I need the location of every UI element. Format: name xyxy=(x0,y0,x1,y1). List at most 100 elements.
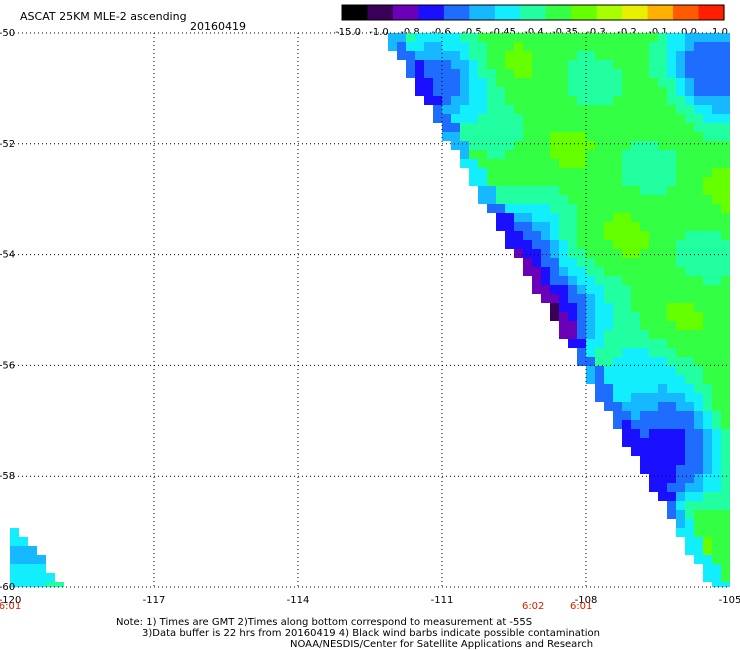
heatmap-cell xyxy=(640,51,649,60)
heatmap-cell xyxy=(478,96,487,105)
heatmap-cell xyxy=(658,168,667,177)
heatmap-cell xyxy=(721,303,730,312)
heatmap-cell xyxy=(514,222,523,231)
heatmap-cell xyxy=(460,132,469,141)
heatmap-cell xyxy=(532,159,541,168)
heatmap-cell xyxy=(640,438,649,447)
heatmap-cell xyxy=(658,195,667,204)
heatmap-cell xyxy=(631,447,640,456)
heatmap-cell xyxy=(676,519,685,528)
heatmap-cell xyxy=(694,348,703,357)
heatmap-cell xyxy=(649,213,658,222)
heatmap-cell xyxy=(622,186,631,195)
heatmap-cell xyxy=(496,168,505,177)
colorbar-tick-label: -0.5 xyxy=(462,27,482,38)
heatmap-cell xyxy=(694,312,703,321)
heatmap-cell xyxy=(649,78,658,87)
heatmap-cell xyxy=(478,159,487,168)
heatmap-cell xyxy=(559,42,568,51)
heatmap-cell xyxy=(532,258,541,267)
heatmap-cell xyxy=(451,51,460,60)
heatmap-cell xyxy=(622,141,631,150)
heatmap-cell xyxy=(604,60,613,69)
heatmap-cell xyxy=(721,258,730,267)
heatmap-cell xyxy=(676,285,685,294)
heatmap-cell xyxy=(460,105,469,114)
heatmap-cell xyxy=(703,348,712,357)
heatmap-cell xyxy=(496,87,505,96)
heatmap-cell xyxy=(712,456,721,465)
heatmap-cell xyxy=(604,267,613,276)
heatmap-cell xyxy=(514,42,523,51)
heatmap-cell xyxy=(523,33,532,42)
heatmap-cell xyxy=(10,546,19,555)
heatmap-cell xyxy=(577,195,586,204)
heatmap-cell xyxy=(667,177,676,186)
heatmap-cell xyxy=(406,33,415,42)
heatmap-cell xyxy=(613,87,622,96)
heatmap-cell xyxy=(613,150,622,159)
heatmap-cell xyxy=(568,105,577,114)
heatmap-cell xyxy=(586,33,595,42)
heatmap-cell xyxy=(496,51,505,60)
heatmap-cell xyxy=(568,339,577,348)
heatmap-cell xyxy=(667,159,676,168)
heatmap-cell xyxy=(550,240,559,249)
heatmap-cell xyxy=(721,186,730,195)
heatmap-cell xyxy=(433,60,442,69)
heatmap-cell xyxy=(622,60,631,69)
heatmap-cell xyxy=(559,249,568,258)
heatmap-cell xyxy=(577,204,586,213)
heatmap-cell xyxy=(649,375,658,384)
colorbar-tick-label: 1.0 xyxy=(712,27,728,38)
heatmap-cell xyxy=(658,483,667,492)
heatmap-cell xyxy=(667,42,676,51)
heatmap-cell xyxy=(676,465,685,474)
heatmap-cell xyxy=(658,303,667,312)
heatmap-cell xyxy=(613,249,622,258)
heatmap-cell xyxy=(586,375,595,384)
heatmap-cell xyxy=(586,258,595,267)
heatmap-cell xyxy=(640,411,649,420)
heatmap-cell xyxy=(703,96,712,105)
heatmap-cell xyxy=(505,195,514,204)
x-tick-label: -111 xyxy=(431,595,454,606)
heatmap-cell xyxy=(694,285,703,294)
heatmap-cell xyxy=(496,213,505,222)
heatmap-cell xyxy=(577,114,586,123)
heatmap-cell xyxy=(550,123,559,132)
heatmap-cell xyxy=(559,123,568,132)
heatmap-cell xyxy=(640,420,649,429)
heatmap-cell xyxy=(514,213,523,222)
footer-credit-line: NOAA/NESDIS/Center for Satellite Applica… xyxy=(290,639,593,650)
heatmap-cell xyxy=(514,231,523,240)
heatmap-cell xyxy=(568,330,577,339)
heatmap-cell xyxy=(541,258,550,267)
heatmap-cell xyxy=(496,150,505,159)
heatmap-cell xyxy=(712,528,721,537)
heatmap-cell xyxy=(640,87,649,96)
heatmap-cell xyxy=(640,276,649,285)
heatmap-cell xyxy=(649,114,658,123)
heatmap-cell xyxy=(658,213,667,222)
heatmap-cell xyxy=(712,60,721,69)
heatmap-cell xyxy=(694,519,703,528)
heatmap-cell xyxy=(658,276,667,285)
heatmap-cell xyxy=(604,51,613,60)
heatmap-cell xyxy=(559,141,568,150)
heatmap-cell xyxy=(514,168,523,177)
heatmap-cell xyxy=(694,384,703,393)
heatmap-cell xyxy=(496,42,505,51)
heatmap-cell xyxy=(586,51,595,60)
heatmap-cell xyxy=(721,537,730,546)
heatmap-cell xyxy=(577,159,586,168)
heatmap-cell xyxy=(604,231,613,240)
heatmap-cell xyxy=(613,312,622,321)
heatmap-cell xyxy=(586,141,595,150)
heatmap-cell xyxy=(514,78,523,87)
heatmap-cell xyxy=(451,33,460,42)
heatmap-cell xyxy=(559,186,568,195)
heatmap-cell xyxy=(721,546,730,555)
heatmap-cell xyxy=(595,96,604,105)
heatmap-cell xyxy=(613,69,622,78)
